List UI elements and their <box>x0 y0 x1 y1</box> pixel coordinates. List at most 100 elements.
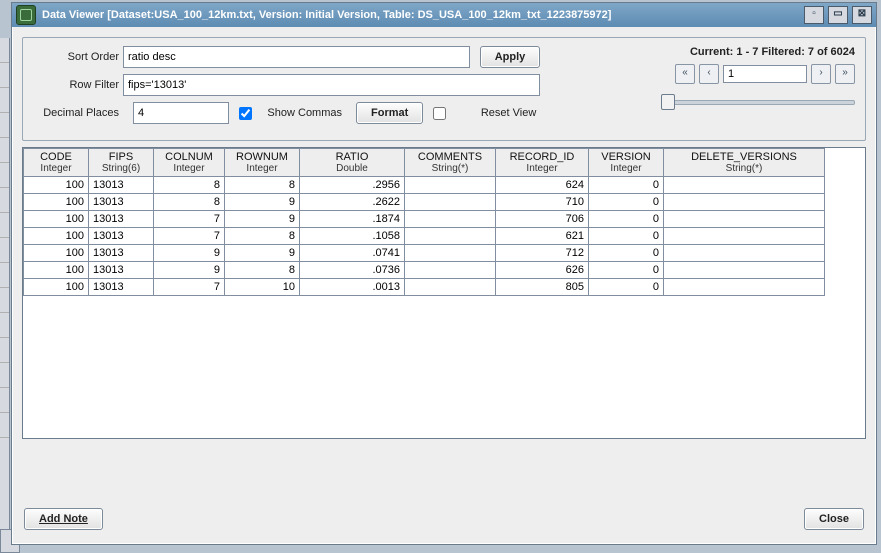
table-cell[interactable] <box>664 279 825 296</box>
table-cell[interactable]: 100 <box>24 262 89 279</box>
format-button[interactable]: Format <box>356 102 423 124</box>
table-cell[interactable]: 712 <box>496 245 589 262</box>
table-cell[interactable]: 100 <box>24 211 89 228</box>
table-row[interactable]: 1001301399.07417120 <box>24 245 825 262</box>
table-cell[interactable]: 7 <box>154 228 225 245</box>
column-header[interactable]: RATIODouble <box>300 149 405 177</box>
pager-page-input[interactable] <box>723 65 807 83</box>
table-cell[interactable]: .0741 <box>300 245 405 262</box>
table-cell[interactable]: 8 <box>154 194 225 211</box>
table-cell[interactable]: .2622 <box>300 194 405 211</box>
table-cell[interactable]: 0 <box>589 194 664 211</box>
table-cell[interactable]: 9 <box>154 245 225 262</box>
table-cell[interactable] <box>664 211 825 228</box>
table-cell[interactable]: 706 <box>496 211 589 228</box>
apply-button[interactable]: Apply <box>480 46 541 68</box>
close-window-button[interactable]: ⊠ <box>852 6 872 24</box>
table-cell[interactable] <box>664 177 825 194</box>
table-cell[interactable]: 13013 <box>89 245 154 262</box>
table-row[interactable]: 1001301389.2622 7100 <box>24 194 825 211</box>
table-cell[interactable]: 13013 <box>89 228 154 245</box>
table-cell[interactable]: 710 <box>496 194 589 211</box>
zoom-slider[interactable] <box>665 94 855 108</box>
add-note-button[interactable]: Add Note <box>24 508 103 530</box>
table-cell[interactable] <box>405 211 496 228</box>
reset-view-checkbox[interactable] <box>433 107 446 120</box>
column-header[interactable]: CODEInteger <box>24 149 89 177</box>
column-header[interactable]: VERSIONInteger <box>589 149 664 177</box>
maximize-button[interactable]: ▭ <box>828 6 848 24</box>
table-cell[interactable]: 100 <box>24 228 89 245</box>
table-cell[interactable]: 8 <box>225 228 300 245</box>
table-cell[interactable]: 8 <box>154 177 225 194</box>
table-cell[interactable]: 9 <box>225 211 300 228</box>
table-row[interactable]: 1001301379.1874 7060 <box>24 211 825 228</box>
table-row[interactable]: 1001301378.1058 6210 <box>24 228 825 245</box>
table-cell[interactable] <box>405 279 496 296</box>
table-cell[interactable]: 7 <box>154 211 225 228</box>
table-cell[interactable]: 9 <box>154 262 225 279</box>
table-cell[interactable] <box>405 228 496 245</box>
table-cell[interactable]: 621 <box>496 228 589 245</box>
table-cell[interactable]: 0 <box>589 245 664 262</box>
reset-view-label[interactable]: Reset View <box>450 107 540 119</box>
table-cell[interactable]: 0 <box>589 211 664 228</box>
table-cell[interactable]: 8 <box>225 177 300 194</box>
table-row[interactable]: 10013013710.00138050 <box>24 279 825 296</box>
column-header[interactable]: FIPSString(6) <box>89 149 154 177</box>
table-cell[interactable] <box>405 245 496 262</box>
table-cell[interactable] <box>405 177 496 194</box>
column-header[interactable]: DELETE_VERSIONSString(*) <box>664 149 825 177</box>
show-commas-label[interactable]: Show Commas <box>256 107 346 119</box>
table-cell[interactable] <box>664 228 825 245</box>
table-cell[interactable] <box>664 194 825 211</box>
table-cell[interactable]: 624 <box>496 177 589 194</box>
table-cell[interactable]: 100 <box>24 279 89 296</box>
row-filter-input[interactable] <box>123 74 540 96</box>
minimize-button[interactable]: ▫ <box>804 6 824 24</box>
table-cell[interactable]: .0736 <box>300 262 405 279</box>
table-cell[interactable] <box>405 194 496 211</box>
pager-prev-button[interactable]: ‹ <box>699 64 719 84</box>
table-cell[interactable]: 13013 <box>89 262 154 279</box>
table-cell[interactable]: .1874 <box>300 211 405 228</box>
table-cell[interactable]: 0 <box>589 262 664 279</box>
data-grid[interactable]: CODEIntegerFIPSString(6)COLNUMIntegerROW… <box>22 147 866 439</box>
table-cell[interactable]: 626 <box>496 262 589 279</box>
table-cell[interactable]: 9 <box>225 194 300 211</box>
table-cell[interactable] <box>664 245 825 262</box>
table-cell[interactable]: .0013 <box>300 279 405 296</box>
pager-next-button[interactable]: › <box>811 64 831 84</box>
table-row[interactable]: 1001301398.0736 6260 <box>24 262 825 279</box>
table-cell[interactable]: 100 <box>24 194 89 211</box>
table-cell[interactable]: 13013 <box>89 177 154 194</box>
table-cell[interactable] <box>664 262 825 279</box>
table-cell[interactable]: 0 <box>589 177 664 194</box>
column-header[interactable]: COLNUMInteger <box>154 149 225 177</box>
table-cell[interactable]: 9 <box>225 245 300 262</box>
column-header[interactable]: COMMENTSString(*) <box>405 149 496 177</box>
table-cell[interactable]: 10 <box>225 279 300 296</box>
table-cell[interactable]: .1058 <box>300 228 405 245</box>
column-header[interactable]: ROWNUMInteger <box>225 149 300 177</box>
pager-last-button[interactable]: » <box>835 64 855 84</box>
table-row[interactable]: 1001301388.29566240 <box>24 177 825 194</box>
table-cell[interactable]: 0 <box>589 228 664 245</box>
titlebar[interactable]: Data Viewer [Dataset:USA_100_12km.txt, V… <box>12 3 876 27</box>
pager-first-button[interactable]: « <box>675 64 695 84</box>
slider-thumb[interactable] <box>661 94 675 110</box>
table-cell[interactable]: 8 <box>225 262 300 279</box>
column-header[interactable]: RECORD_IDInteger <box>496 149 589 177</box>
table-cell[interactable]: 13013 <box>89 194 154 211</box>
table-cell[interactable]: 13013 <box>89 211 154 228</box>
table-cell[interactable]: .2956 <box>300 177 405 194</box>
table-cell[interactable]: 0 <box>589 279 664 296</box>
close-button[interactable]: Close <box>804 508 864 530</box>
table-cell[interactable]: 100 <box>24 245 89 262</box>
table-cell[interactable] <box>405 262 496 279</box>
decimal-places-input[interactable] <box>133 102 229 124</box>
table-cell[interactable]: 805 <box>496 279 589 296</box>
table-cell[interactable]: 100 <box>24 177 89 194</box>
table-cell[interactable]: 13013 <box>89 279 154 296</box>
show-commas-checkbox[interactable] <box>239 107 252 120</box>
